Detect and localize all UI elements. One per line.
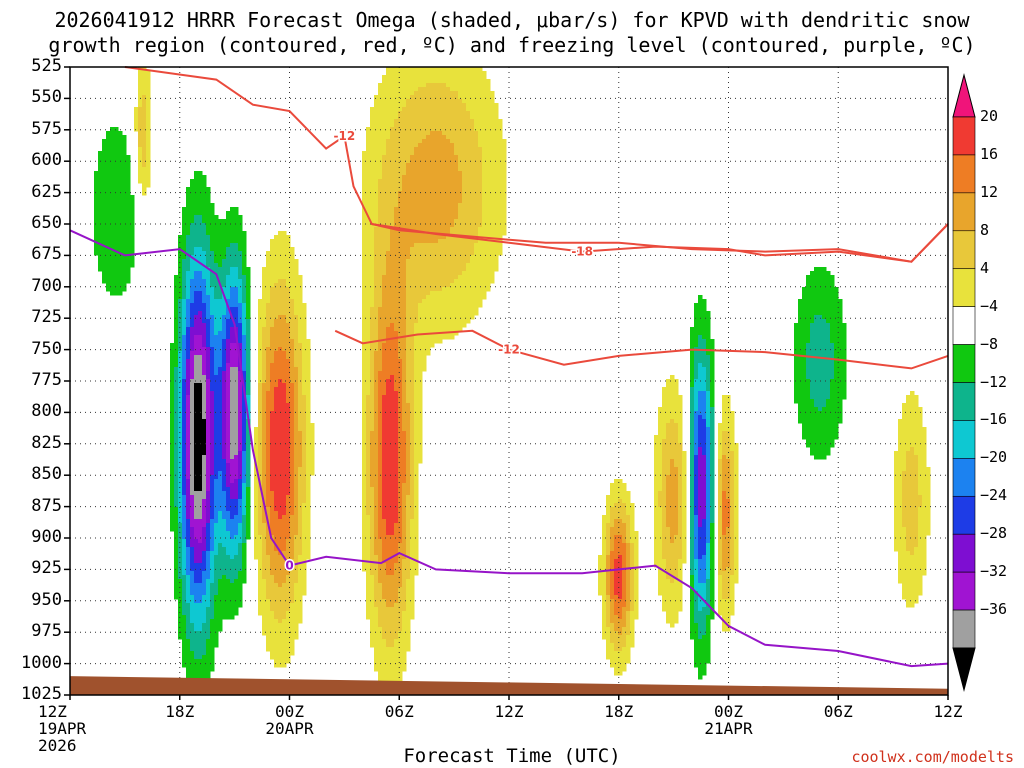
contour-line (371, 223, 949, 263)
x-tick-label: 18Z (145, 703, 215, 720)
colorbar-swatch (952, 533, 976, 573)
x-tick-label: 06Z (803, 703, 873, 720)
y-tick-label: 675 (31, 244, 62, 265)
colorbar-swatch (952, 420, 976, 459)
colorbar-swatch (952, 268, 976, 307)
y-tick-label: 800 (31, 401, 62, 422)
y-tick-label: 750 (31, 338, 62, 359)
x-tick-label-line: 18Z (165, 702, 195, 721)
y-tick-label: 775 (31, 370, 62, 390)
y-tick-label: 850 (31, 464, 62, 485)
x-tick-label: 18Z (584, 703, 654, 720)
colorbar-label: −32 (980, 562, 1008, 581)
x-tick-label-line: 00Z (714, 702, 743, 721)
x-tick-label-line: 20APR (265, 719, 314, 738)
terrain-surface (70, 676, 948, 695)
x-tick-label-line: 18Z (604, 702, 634, 721)
x-tick-label-line: 12Z (38, 702, 67, 721)
x-tick-label-line: 06Z (384, 702, 414, 721)
x-tick-label: 12Z (913, 703, 983, 720)
colorbar-label: 8 (980, 220, 990, 239)
y-tick-label: 550 (31, 87, 62, 108)
x-tick-label-line: 19APR (38, 719, 87, 738)
colorbar-bottom-arrow (952, 647, 976, 692)
y-tick-label: 900 (31, 527, 62, 547)
colorbar-label: −28 (980, 524, 1008, 543)
colorbar-label: 16 (980, 144, 999, 163)
title-line-1: 2026041912 HRRR Forecast Omega (shaded, … (54, 8, 970, 32)
colorbar-swatch (952, 230, 976, 270)
colorbar-label: −20 (980, 448, 1008, 467)
colorbar-swatch (952, 116, 976, 156)
x-tick-label: 06Z (364, 703, 434, 720)
y-tick-label: 525 (31, 56, 62, 76)
x-tick-label-line: 06Z (823, 702, 853, 721)
colorbar-label: 20 (980, 107, 999, 125)
x-tick-label-line: 21APR (704, 719, 753, 738)
y-tick-label: 700 (31, 275, 62, 296)
colorbar-swatch (952, 192, 976, 232)
colorbar-swatch (952, 344, 976, 383)
x-tick-label: 12Z (474, 703, 544, 720)
colorbar-label: 12 (980, 182, 999, 201)
x-tick-label-line: 12Z (933, 702, 963, 721)
x-tick-label-line: 12Z (494, 702, 524, 721)
colorbar-swatch (952, 382, 976, 421)
colorbar-top-arrow (952, 73, 976, 118)
y-tick-label: 1025 (21, 684, 62, 704)
contour-line (334, 329, 949, 370)
x-axis-title: Forecast Time (UTC) (403, 745, 621, 767)
colorbar-swatch (952, 495, 976, 535)
contour-label: -12 (498, 343, 520, 357)
contour-line (124, 66, 949, 263)
colorbar-label: −36 (980, 600, 1008, 619)
y-tick-label: 650 (31, 213, 62, 233)
colorbar-swatch (952, 458, 976, 497)
colorbar-swatch (952, 609, 976, 649)
y-tick-label: 925 (31, 558, 62, 579)
y-tick-label: 575 (31, 118, 62, 139)
colorbar-label: −24 (980, 486, 1008, 505)
y-tick-label: 950 (31, 589, 62, 610)
contour-label: -12 (334, 129, 356, 143)
omega-field (94, 67, 931, 696)
colorbar-swatch (952, 571, 976, 611)
y-tick-label: 1000 (21, 652, 62, 673)
colorbar-label: −4 (980, 296, 999, 315)
y-tick-label: 725 (31, 307, 62, 328)
y-tick-label: 625 (31, 181, 62, 202)
x-tick-label-line: 00Z (275, 702, 304, 721)
colorbar-label: 4 (980, 258, 990, 277)
y-tick-label: 600 (31, 150, 62, 171)
x-tick-label-line: 2026 (38, 736, 77, 755)
contour-line (69, 229, 949, 668)
x-tick-label: 00Z 20APR (255, 703, 325, 737)
chart-title: 2026041912 HRRR Forecast Omega (shaded, … (0, 8, 1024, 58)
colorbar-swatch (952, 306, 976, 345)
x-tick-label: 12Z 19APR 2026 (38, 703, 108, 754)
colorbar-swatch (952, 154, 976, 194)
y-tick-label: 875 (31, 495, 62, 516)
contour-label: 0 (285, 559, 293, 573)
y-tick-label: 825 (31, 432, 62, 453)
colorbar (952, 73, 976, 692)
credit-link[interactable]: coolwx.com/modelts (851, 748, 1014, 766)
y-tick-label: 975 (31, 621, 62, 642)
x-tick-label: 00Z 21APR (694, 703, 764, 737)
colorbar-label: −16 (980, 410, 1008, 429)
colorbar-label: −8 (980, 334, 999, 353)
colorbar-label: −12 (980, 372, 1008, 391)
title-line-2: growth region (contoured, red, ºC) and f… (48, 33, 976, 57)
contour-label: -18 (571, 245, 593, 259)
